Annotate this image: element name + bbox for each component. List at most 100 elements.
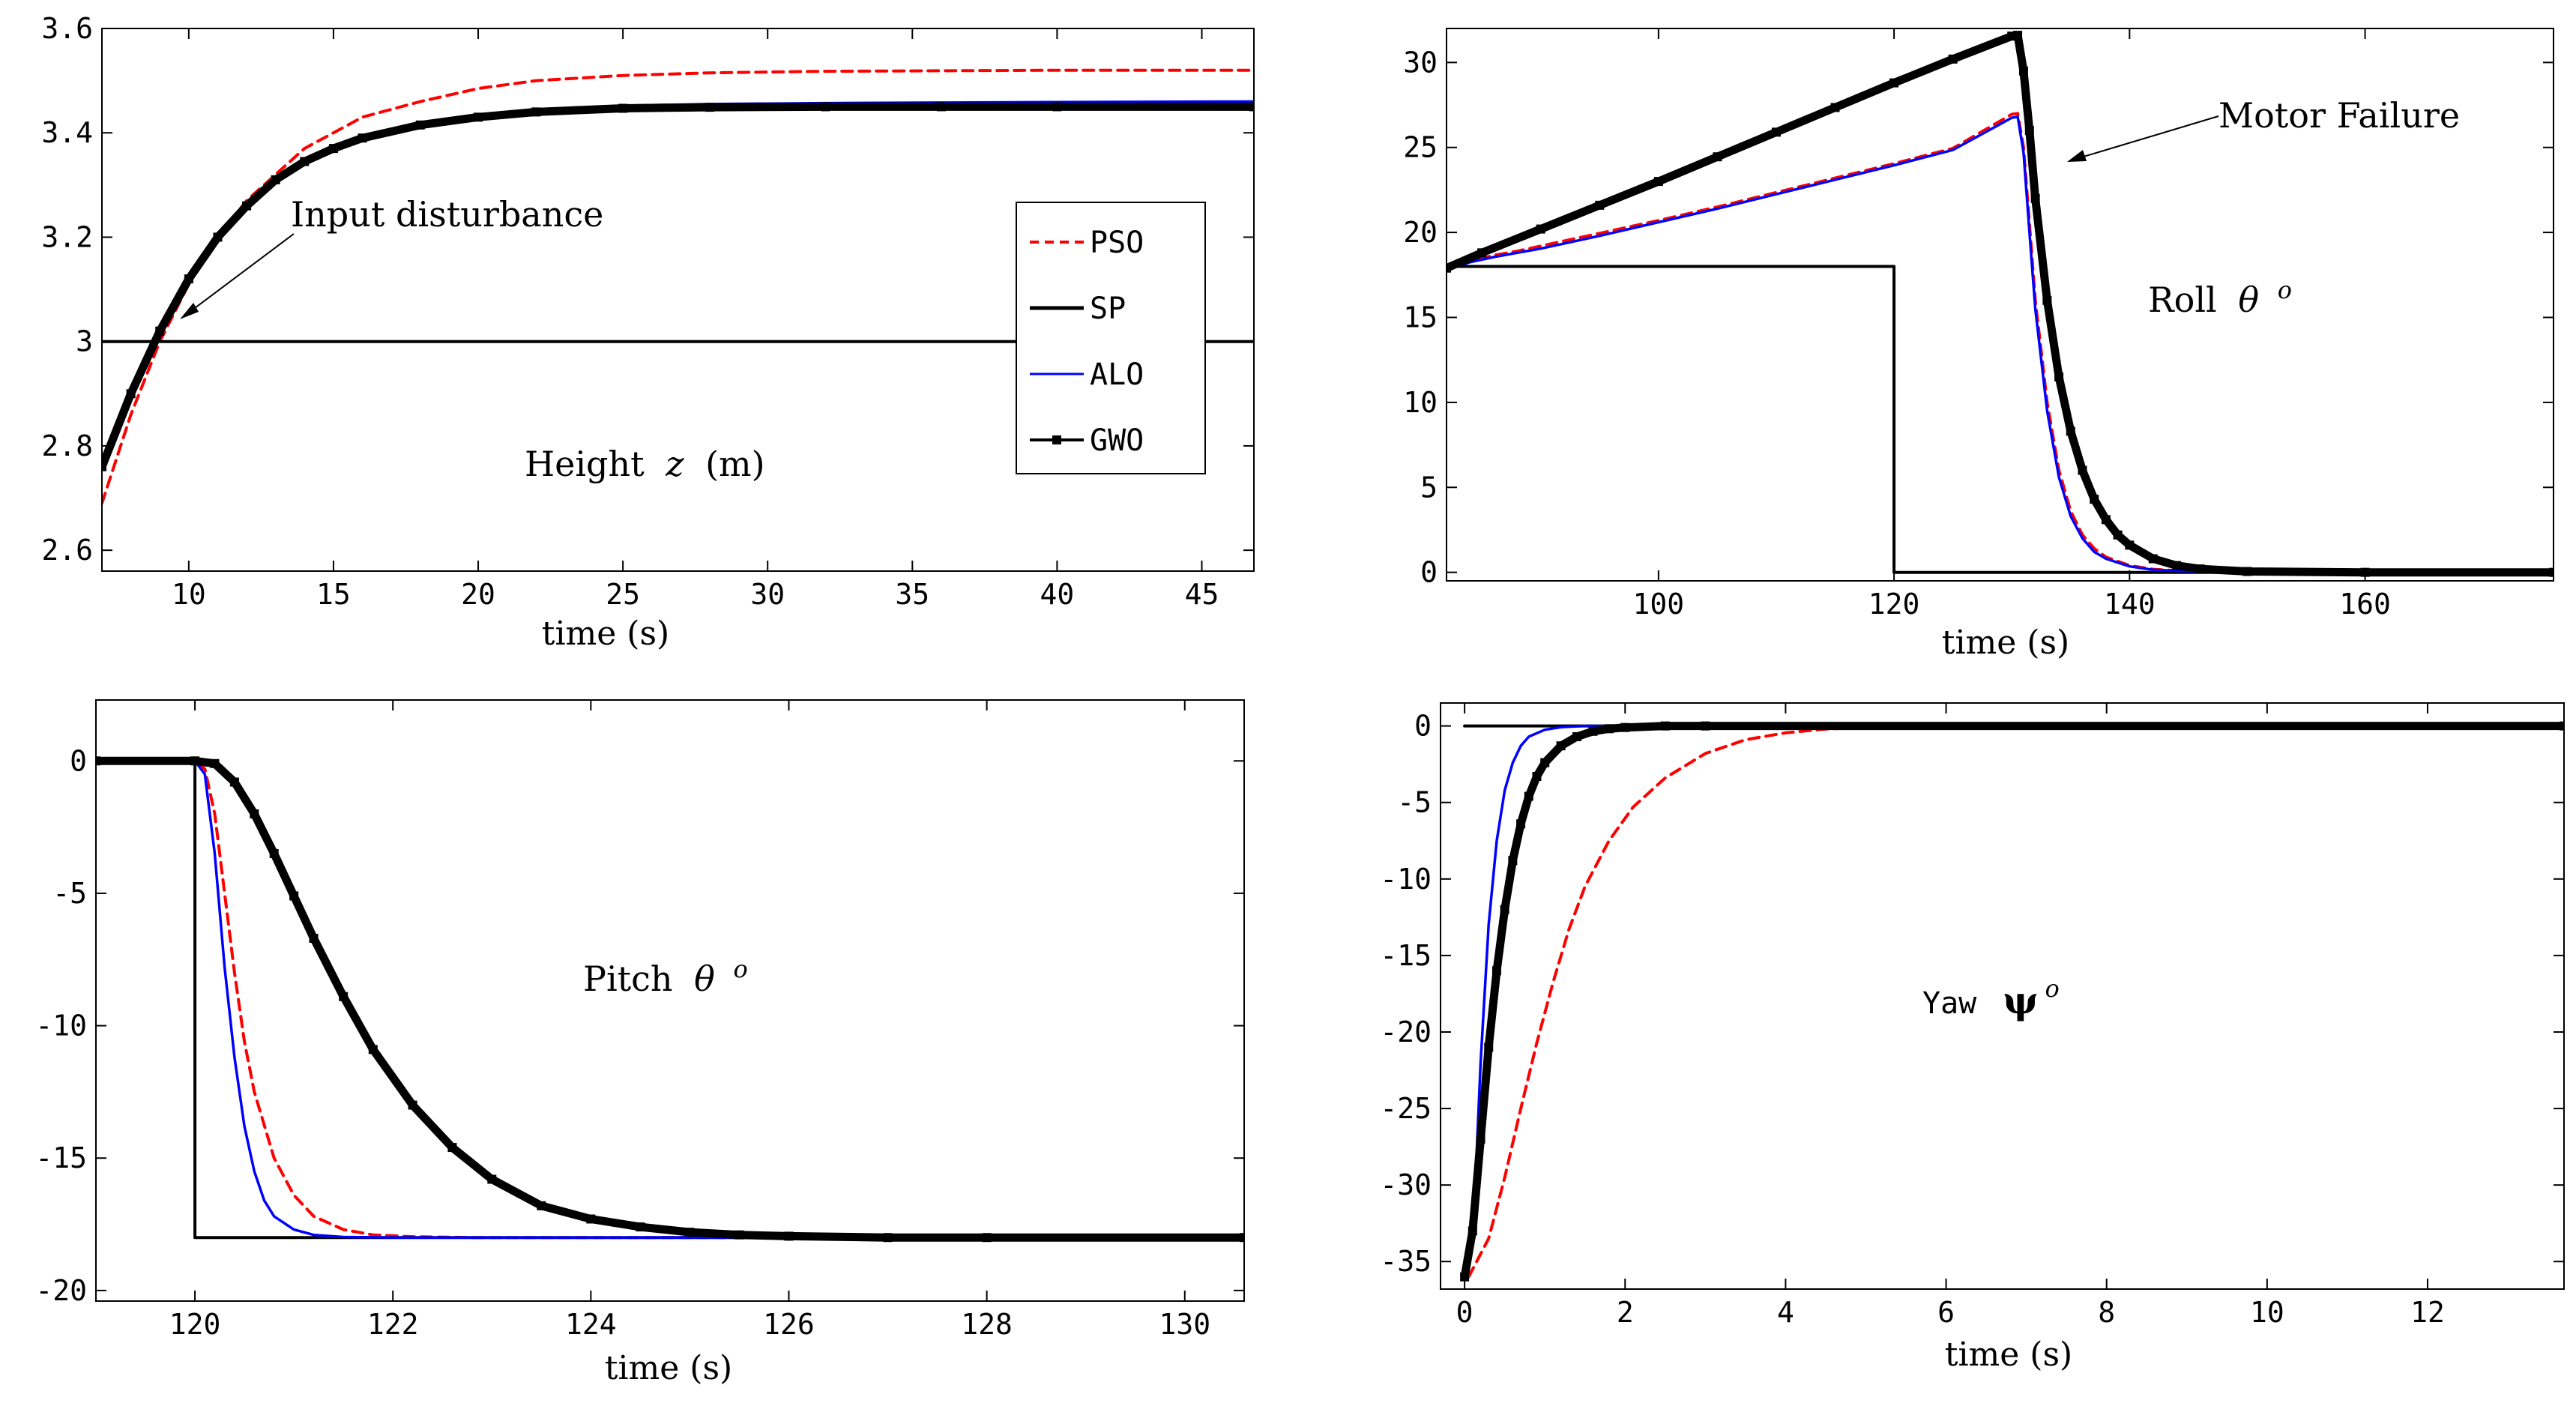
roll-gwo-marker bbox=[1948, 54, 1958, 64]
yaw-xtick-label: 2 bbox=[1617, 1296, 1634, 1329]
height-gwo-marker bbox=[184, 274, 193, 284]
yaw-gwo-marker bbox=[1476, 1134, 1485, 1144]
pitch-series-sp bbox=[96, 759, 1244, 1240]
pitch-gwo-marker bbox=[537, 1201, 546, 1210]
legend-label-pso: PSO bbox=[1090, 226, 1144, 260]
height-xtick-label: 10 bbox=[172, 578, 206, 611]
yaw-gwo-marker bbox=[1500, 905, 1509, 914]
height-gwo-marker bbox=[155, 326, 165, 336]
height-xtick-label: 35 bbox=[895, 578, 929, 611]
pitch-title-var: θ bbox=[694, 959, 715, 999]
height-chart: 10 15 20 25 30 35 40 45 2.6 2.8 3 3.2 3.4 3.6 time (s… bbox=[41, 12, 1255, 653]
height-series bbox=[102, 68, 1254, 505]
height-ytick-label: 3.6 bbox=[41, 12, 93, 45]
legend-label-gwo: GWO bbox=[1090, 423, 1144, 458]
pitch-gwo-marker bbox=[190, 756, 200, 766]
yaw-gwo-marker bbox=[1532, 772, 1542, 782]
yaw-series-alo bbox=[1471, 724, 2564, 1248]
pitch-xtick-label: 120 bbox=[169, 1308, 221, 1341]
roll-gwo-marker bbox=[2066, 426, 2075, 436]
yaw-title-text: Yaw bbox=[1922, 986, 1977, 1021]
height-ytick-label: 2.6 bbox=[41, 534, 93, 567]
yaw-ticks: 0 2 4 6 8 10 12 0 -5 -10 -15 -20 -25 -30 -35 bbox=[1380, 703, 2564, 1329]
yaw-gwo-marker bbox=[1468, 1226, 1477, 1236]
yaw-ytick-label: -10 bbox=[1380, 863, 1432, 896]
height-gwo-marker bbox=[213, 232, 223, 242]
yaw-ytick-label: 0 bbox=[1414, 710, 1432, 743]
roll-chart-title: Roll θ o bbox=[2148, 276, 2292, 320]
pitch-gwo-marker bbox=[685, 1228, 695, 1237]
roll-gwo-marker bbox=[2242, 567, 2252, 576]
roll-ytick-label: 10 bbox=[1403, 386, 1438, 419]
pitch-axes-frame bbox=[95, 699, 1245, 1302]
height-gwo-marker bbox=[531, 107, 541, 117]
yaw-axes-frame bbox=[1440, 702, 2565, 1290]
roll-gwo-marker bbox=[1595, 200, 1605, 210]
roll-gwo-marker bbox=[1653, 177, 1663, 187]
pitch-ytick-label: -10 bbox=[35, 1010, 87, 1043]
yaw-ytick-label: -35 bbox=[1380, 1245, 1432, 1278]
height-gwo-marker bbox=[936, 102, 946, 112]
yaw-xtick-label: 6 bbox=[1937, 1296, 1955, 1329]
height-legend: PSO SP ALO GWO bbox=[1016, 202, 1206, 474]
yaw-gwo-marker bbox=[1556, 741, 1566, 751]
pitch-gwo-marker bbox=[982, 1233, 992, 1243]
yaw-gwo-marker bbox=[1701, 721, 1710, 731]
input-disturbance-annotation: Input disturbance bbox=[291, 194, 603, 235]
yaw-ytick-label: -30 bbox=[1380, 1168, 1432, 1201]
height-gwo-marker bbox=[328, 144, 338, 154]
roll-series-pso bbox=[1447, 112, 2554, 574]
roll-gwo-marker bbox=[1713, 152, 1722, 162]
height-gwo-marker bbox=[126, 389, 136, 399]
height-gwo-marker bbox=[415, 120, 425, 130]
yaw-ytick-label: -20 bbox=[1380, 1016, 1432, 1049]
roll-ytick-label: 15 bbox=[1403, 301, 1438, 334]
yaw-ytick-label: -15 bbox=[1380, 939, 1432, 972]
pitch-gwo-marker bbox=[735, 1230, 744, 1240]
pitch-gwo-marker bbox=[447, 1143, 457, 1153]
roll-series-alo bbox=[1447, 115, 2554, 574]
height-gwo-marker bbox=[474, 112, 483, 122]
roll-ticks: 100 120 140 160 0 5 10 15 20 25 30 bbox=[1403, 28, 2554, 621]
roll-gwo-marker bbox=[2113, 530, 2123, 540]
pitch-xtick-label: 126 bbox=[763, 1308, 815, 1341]
pitch-series bbox=[96, 756, 1244, 1243]
height-chart-title: Height z (m) bbox=[525, 444, 765, 484]
yaw-gwo-marker bbox=[1604, 724, 1614, 734]
roll-xlabel: time (s) bbox=[1942, 624, 2069, 662]
roll-series bbox=[1447, 31, 2554, 577]
roll-ytick-label: 0 bbox=[1420, 556, 1438, 589]
roll-gwo-marker bbox=[1830, 103, 1840, 112]
height-ytick-label: 3 bbox=[76, 325, 93, 358]
pitch-ytick-label: -20 bbox=[35, 1274, 87, 1307]
height-xtick-label: 45 bbox=[1185, 578, 1219, 611]
height-axes-frame bbox=[101, 28, 1255, 572]
height-gwo-marker bbox=[271, 175, 280, 184]
pitch-xlabel: time (s) bbox=[605, 1349, 732, 1387]
roll-axes-frame bbox=[1446, 28, 2554, 582]
height-gwo-marker bbox=[1249, 102, 1254, 112]
height-gwo-marker bbox=[358, 133, 367, 143]
yaw-xtick-label: 8 bbox=[2098, 1296, 2115, 1329]
yaw-chart: 0 2 4 6 8 10 120-5-10-15-20-25-30-35 time (s) … bbox=[1380, 702, 2565, 1374]
yaw-title-var: ψ bbox=[2003, 978, 2038, 1022]
roll-gwo-marker bbox=[2013, 31, 2023, 40]
height-title-unit: (m) bbox=[705, 444, 765, 484]
legend-label-sp: SP bbox=[1090, 292, 1126, 326]
roll-title-sup: o bbox=[2278, 276, 2292, 304]
pitch-gwo-marker bbox=[309, 933, 319, 943]
pitch-series-pso bbox=[96, 759, 1244, 1240]
height-ytick-label: 3.2 bbox=[41, 220, 93, 253]
roll-gwo-marker bbox=[2054, 372, 2064, 381]
roll-gwo-marker bbox=[1771, 127, 1781, 137]
yaw-gwo-marker bbox=[1620, 722, 1630, 732]
yaw-chart-title: Yaw ψ o bbox=[1922, 974, 2060, 1022]
pitch-gwo-marker bbox=[289, 891, 299, 901]
height-gwo-marker bbox=[102, 462, 106, 471]
pitch-ytick-label: -15 bbox=[35, 1141, 87, 1174]
pitch-gwo-marker bbox=[368, 1045, 378, 1054]
yaw-gwo-marker bbox=[1516, 819, 1526, 829]
roll-gwo-marker bbox=[1477, 248, 1487, 258]
